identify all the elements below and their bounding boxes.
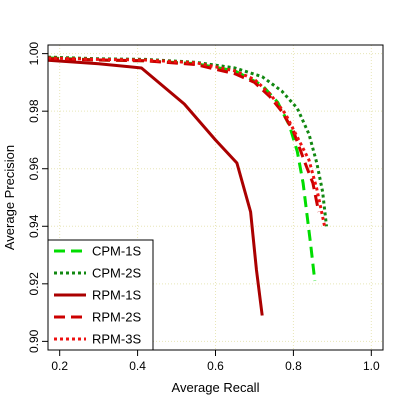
x-tick-label: 1.0 [363, 359, 380, 373]
y-tick-label: 1.00 [27, 42, 41, 66]
x-axis: 0.2 0.4 0.6 0.8 1.0 [51, 350, 380, 373]
y-tick-label: 0.96 [27, 157, 41, 181]
series-line [47, 55, 328, 227]
x-tick-label: 0.2 [51, 359, 68, 373]
legend-label: RPM-1S [92, 288, 141, 303]
y-tick-label: 0.90 [27, 329, 41, 353]
x-axis-label: Average Recall [172, 380, 260, 395]
legend-label: CPM-1S [92, 244, 141, 259]
series-line [47, 58, 264, 316]
x-tick-label: 0.8 [285, 359, 302, 373]
series-lines [47, 55, 328, 316]
legend-label: RPM-3S [92, 332, 141, 347]
x-tick-label: 0.6 [207, 359, 224, 373]
y-axis: 0.90 0.92 0.94 0.96 0.98 1.00 [27, 42, 48, 353]
y-tick-label: 0.92 [27, 272, 41, 296]
legend-label: RPM-2S [92, 310, 141, 325]
x-tick-label: 0.4 [129, 359, 146, 373]
legend: CPM-1S CPM-2S RPM-1S RPM-2S RPM-3S [47, 239, 154, 351]
y-tick-label: 0.94 [27, 214, 41, 238]
y-tick-label: 0.98 [27, 99, 41, 123]
series-line [47, 56, 327, 227]
grid [48, 45, 383, 350]
legend-label: CPM-2S [92, 266, 141, 281]
series-line [47, 57, 321, 213]
y-axis-label: Average Precision [2, 145, 17, 250]
